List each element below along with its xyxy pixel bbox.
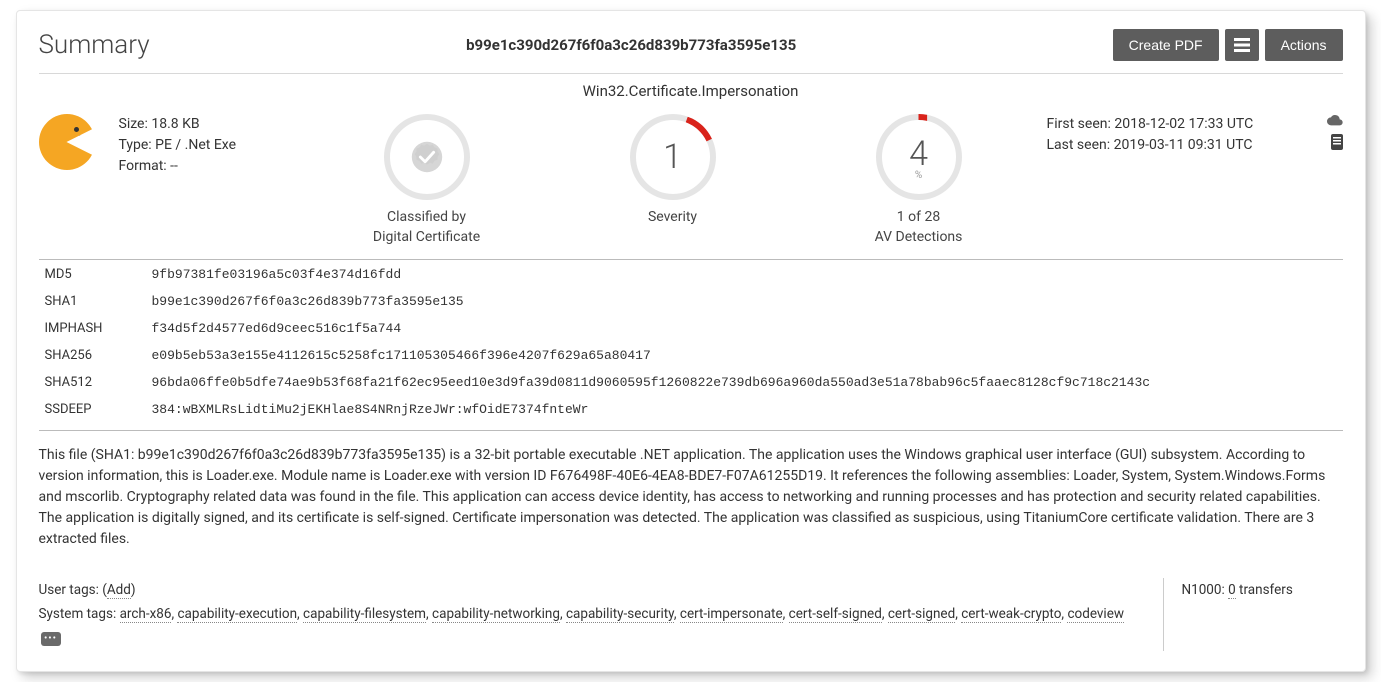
file-format: Format: -- — [119, 156, 299, 177]
classified-by-label: Classified by Digital Certificate — [309, 208, 545, 247]
hash-label: SSDEEP — [41, 397, 146, 422]
table-row: SHA256e09b5eb53a3e155e4112615c5258fc1711… — [41, 343, 1341, 368]
footer: User tags: (Add) System tags: arch-x86, … — [39, 578, 1343, 651]
system-tag-link[interactable]: cert-self-signed — [789, 606, 882, 623]
file-icon-col — [39, 114, 109, 170]
hash-label: SHA256 — [41, 343, 146, 368]
severity-label: Severity — [555, 208, 791, 228]
classification-label: Win32.Certificate.Impersonation — [39, 82, 1343, 100]
hash-label: MD5 — [41, 262, 146, 287]
system-tag-link[interactable]: capability-filesystem — [303, 606, 426, 623]
create-pdf-button[interactable]: Create PDF — [1113, 29, 1219, 61]
hash-value: 96bda06ffe0b5dfe74ae9b53f68fa21f62ec95ee… — [148, 370, 1341, 395]
system-tag-link[interactable]: arch-x86 — [120, 606, 172, 623]
hash-label: SHA512 — [41, 370, 146, 395]
description-text: This file (SHA1: b99e1c390d267f6f0a3c26d… — [39, 430, 1343, 550]
table-row: MD59fb97381fe03196a5c03f4e374d16fdd — [41, 262, 1341, 287]
severity-metric: 1 Severity — [555, 114, 791, 228]
system-tag-link[interactable]: capability-execution — [177, 606, 297, 623]
hash-value: 9fb97381fe03196a5c03f4e374d16fdd — [148, 262, 1341, 287]
page-title: Summary — [39, 30, 150, 60]
table-row: IMPHASHf34d5f2d4577ed6d9ceec516c1f5a744 — [41, 316, 1341, 341]
header-row: Summary b99e1c390d267f6f0a3c26d839b773fa… — [39, 29, 1343, 74]
summary-card: Summary b99e1c390d267f6f0a3c26d839b773fa… — [16, 10, 1366, 672]
table-row: SSDEEP384:wBXMLRsLidtiMu2jEKHlae8S4NRnjR… — [41, 397, 1341, 422]
transfers-text: N1000: 0 transfers — [1182, 582, 1293, 598]
hash-value: f34d5f2d4577ed6d9ceec516c1f5a744 — [148, 316, 1341, 341]
file-size: Size: 18.8 KB — [119, 114, 299, 135]
transfers-column: N1000: 0 transfers — [1163, 578, 1343, 651]
hash-label: SHA1 — [41, 289, 146, 314]
header-hash: b99e1c390d267f6f0a3c26d839b773fa3595e135 — [150, 36, 1113, 54]
system-tag-link[interactable]: capability-security — [566, 606, 674, 623]
list-view-button[interactable] — [1225, 29, 1259, 61]
table-row: SHA51296bda06ffe0b5dfe74ae9b53f68fa21f62… — [41, 370, 1341, 395]
cloud-icon — [1327, 114, 1343, 126]
first-seen: First seen: 2018-12-02 17:33 UTC — [1047, 114, 1307, 135]
hash-label: IMPHASH — [41, 316, 146, 341]
last-seen: Last seen: 2019-03-11 09:31 UTC — [1047, 135, 1307, 156]
seen-dates: First seen: 2018-12-02 17:33 UTC Last se… — [1047, 114, 1307, 156]
classified-by-metric: Classified by Digital Certificate — [309, 114, 545, 247]
hash-table: MD59fb97381fe03196a5c03f4e374d16fdd SHA1… — [39, 259, 1343, 424]
system-tag-link[interactable]: codeview — [1067, 606, 1124, 623]
file-type: Type: PE / .Net Exe — [119, 135, 299, 156]
hash-value: 384:wBXMLRsLidtiMu2jEKHlae8S4NRnjRzeJWr:… — [148, 397, 1341, 422]
header-actions: Create PDF Actions — [1113, 29, 1343, 61]
certificate-badge-icon — [408, 138, 446, 176]
tags-column: User tags: (Add) System tags: arch-x86, … — [39, 578, 1143, 651]
user-tags-row: User tags: (Add) — [39, 578, 1143, 602]
system-tags-row: System tags: arch-x86, capability-execut… — [39, 602, 1143, 651]
system-tag-link[interactable]: cert-signed — [888, 606, 955, 623]
hash-value: e09b5eb53a3e155e4112615c5258fc1711053054… — [148, 343, 1341, 368]
system-tag-link[interactable]: capability-networking — [432, 606, 560, 623]
hash-value: b99e1c390d267f6f0a3c26d839b773fa3595e135 — [148, 289, 1341, 314]
file-info: Size: 18.8 KB Type: PE / .Net Exe Format… — [119, 114, 299, 177]
actions-button[interactable]: Actions — [1265, 29, 1343, 61]
av-value: 4 — [909, 134, 928, 174]
system-tag-link[interactable]: cert-impersonate — [680, 606, 783, 623]
av-detections-metric: 4 % 1 of 28 AV Detections — [801, 114, 1037, 247]
av-label: 1 of 28 AV Detections — [801, 208, 1037, 247]
add-user-tag-link[interactable]: Add — [107, 582, 131, 599]
transfers-count[interactable]: 0 — [1228, 582, 1236, 599]
source-icons — [1317, 114, 1343, 150]
info-row: Size: 18.8 KB Type: PE / .Net Exe Format… — [39, 114, 1343, 247]
database-icon — [1331, 134, 1343, 150]
system-tag-link[interactable]: cert-weak-crypto — [961, 606, 1061, 623]
table-row: SHA1b99e1c390d267f6f0a3c26d839b773fa3595… — [41, 289, 1341, 314]
severity-circle: 1 — [630, 114, 716, 200]
more-tags-button[interactable]: ••• — [41, 632, 61, 646]
list-icon — [1234, 38, 1250, 52]
severity-value: 1 — [663, 137, 682, 177]
malware-icon — [39, 114, 95, 170]
av-circle: 4 % — [876, 114, 962, 200]
certificate-badge-circle — [384, 114, 470, 200]
system-tags-label: System tags: — [39, 606, 120, 622]
